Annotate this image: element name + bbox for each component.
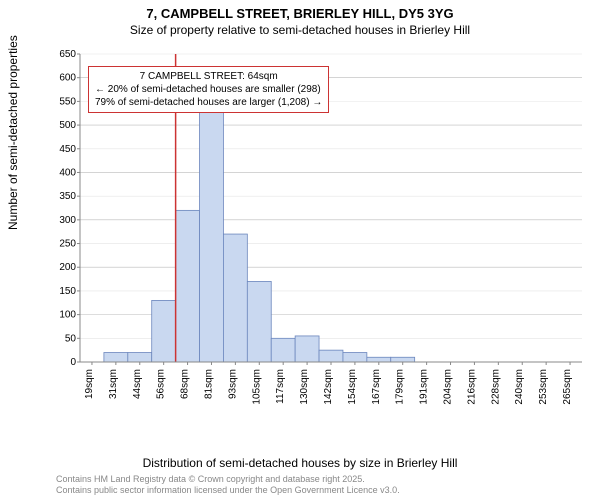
svg-text:56sqm: 56sqm bbox=[156, 369, 167, 399]
svg-text:200: 200 bbox=[59, 262, 76, 273]
svg-text:300: 300 bbox=[59, 215, 76, 226]
svg-text:191sqm: 191sqm bbox=[419, 369, 430, 405]
svg-text:19sqm: 19sqm bbox=[84, 369, 95, 399]
svg-text:600: 600 bbox=[59, 73, 76, 84]
svg-text:228sqm: 228sqm bbox=[490, 369, 501, 405]
svg-text:81sqm: 81sqm bbox=[203, 369, 214, 399]
svg-text:265sqm: 265sqm bbox=[562, 369, 573, 405]
annot-line3: 79% of semi-detached houses are larger (… bbox=[95, 96, 322, 109]
footer-attribution: Contains HM Land Registry data © Crown c… bbox=[56, 474, 400, 496]
footer-line2: Contains public sector information licen… bbox=[56, 485, 400, 496]
svg-text:154sqm: 154sqm bbox=[347, 369, 358, 405]
annot-line1: 7 CAMPBELL STREET: 64sqm bbox=[95, 70, 322, 83]
svg-text:550: 550 bbox=[59, 96, 76, 107]
svg-text:216sqm: 216sqm bbox=[466, 369, 477, 405]
svg-text:204sqm: 204sqm bbox=[443, 369, 454, 405]
svg-text:167sqm: 167sqm bbox=[371, 369, 382, 405]
y-axis-label: Number of semi-detached properties bbox=[6, 35, 20, 230]
svg-text:500: 500 bbox=[59, 120, 76, 131]
svg-text:650: 650 bbox=[59, 49, 76, 60]
svg-text:250: 250 bbox=[59, 239, 76, 250]
annotation-box: 7 CAMPBELL STREET: 64sqm ← 20% of semi-d… bbox=[88, 66, 329, 113]
title-address: 7, CAMPBELL STREET, BRIERLEY HILL, DY5 3… bbox=[10, 6, 590, 21]
chart-area: 0 50 100 150 200 250 300 350 400 450 500 550 600 650 1… bbox=[56, 46, 586, 416]
svg-text:142sqm: 142sqm bbox=[323, 369, 334, 405]
svg-text:50: 50 bbox=[65, 333, 77, 344]
title-block: 7, CAMPBELL STREET, BRIERLEY HILL, DY5 3… bbox=[0, 0, 600, 39]
svg-text:240sqm: 240sqm bbox=[514, 369, 525, 405]
annot-line2: ← 20% of semi-detached houses are smalle… bbox=[95, 83, 322, 96]
svg-text:31sqm: 31sqm bbox=[108, 369, 119, 399]
svg-text:105sqm: 105sqm bbox=[251, 369, 262, 405]
svg-text:0: 0 bbox=[70, 357, 76, 368]
svg-text:350: 350 bbox=[59, 191, 76, 202]
footer-line1: Contains HM Land Registry data © Crown c… bbox=[56, 474, 400, 485]
svg-text:179sqm: 179sqm bbox=[395, 369, 406, 405]
svg-text:130sqm: 130sqm bbox=[299, 369, 310, 405]
svg-text:253sqm: 253sqm bbox=[538, 369, 549, 405]
svg-text:117sqm: 117sqm bbox=[275, 369, 286, 404]
svg-text:450: 450 bbox=[59, 144, 76, 155]
svg-text:100: 100 bbox=[59, 310, 76, 321]
svg-text:150: 150 bbox=[59, 286, 76, 297]
svg-text:68sqm: 68sqm bbox=[180, 369, 191, 399]
svg-text:44sqm: 44sqm bbox=[132, 369, 143, 399]
svg-text:93sqm: 93sqm bbox=[227, 369, 238, 399]
title-subtitle: Size of property relative to semi-detach… bbox=[10, 23, 590, 37]
x-axis-label: Distribution of semi-detached houses by … bbox=[0, 456, 600, 470]
svg-text:400: 400 bbox=[59, 167, 76, 178]
